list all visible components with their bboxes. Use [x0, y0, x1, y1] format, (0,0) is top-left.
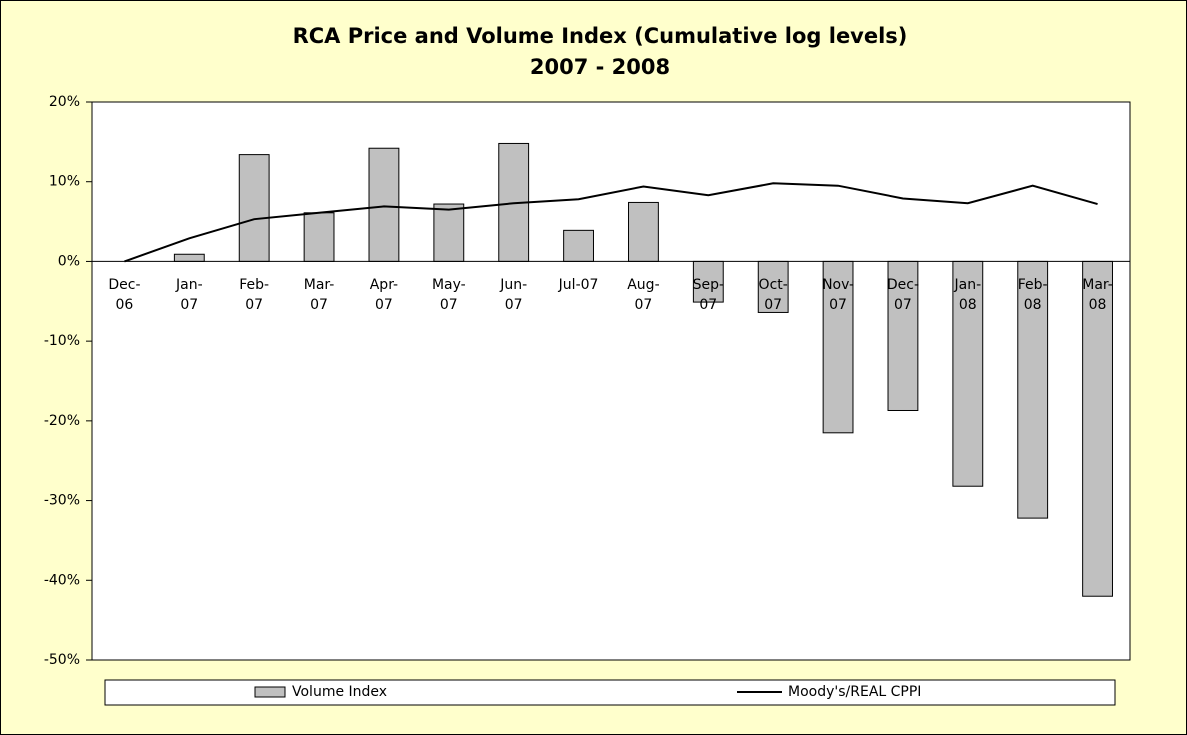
- bar: [303, 212, 335, 262]
- x-tick-label: Sep-07: [692, 277, 725, 314]
- bar: [887, 260, 919, 411]
- legend-swatch: [254, 686, 286, 698]
- bar: [952, 260, 984, 487]
- legend-label: Moody's/REAL CPPI: [788, 684, 921, 700]
- y-tick-label: -50%: [44, 652, 80, 668]
- x-tick-label: Feb-08: [1017, 277, 1048, 314]
- x-tick-label: Nov-07: [822, 277, 855, 314]
- y-tick-label: 20%: [49, 94, 80, 110]
- bar: [1082, 260, 1113, 597]
- x-tick-label: Aug-07: [627, 277, 660, 314]
- x-tick-label: Dec-07: [886, 277, 920, 314]
- bar: [628, 201, 659, 262]
- x-tick-label: Oct-07: [758, 277, 788, 314]
- legend-label: Volume Index: [292, 684, 387, 700]
- x-tick-label: Feb-07: [239, 277, 270, 314]
- x-tick-label: Mar-07: [303, 277, 335, 314]
- bar: [692, 260, 724, 303]
- bar: [563, 229, 594, 262]
- line: [124, 182, 1098, 263]
- chart-subtitle: 2007 - 2008: [530, 55, 670, 79]
- bar: [433, 203, 465, 262]
- y-tick-label: -40%: [44, 572, 80, 588]
- y-tick-label: 0%: [58, 253, 80, 269]
- x-tick-label: Jan-08: [954, 277, 982, 314]
- bar: [173, 253, 205, 262]
- bar: [1017, 260, 1049, 519]
- y-tick-label: -30%: [44, 493, 80, 509]
- x-tick-label: Apr-07: [369, 277, 399, 314]
- x-tick-label: Jan-07: [175, 277, 203, 314]
- x-tick-label: Jul-07: [558, 277, 599, 294]
- x-tick-label: Jun-07: [500, 277, 528, 314]
- x-tick-label: May-07: [431, 277, 466, 314]
- x-tick-label: Mar-08: [1082, 277, 1113, 314]
- chart-title: RCA Price and Volume Index (Cumulative l…: [293, 24, 908, 48]
- y-tick-label: 10%: [49, 174, 80, 190]
- bar: [238, 154, 270, 262]
- x-tick-label: Dec-06: [108, 277, 141, 314]
- y-tick-label: -20%: [44, 413, 80, 429]
- y-tick-label: -10%: [44, 333, 80, 349]
- bar: [368, 147, 400, 262]
